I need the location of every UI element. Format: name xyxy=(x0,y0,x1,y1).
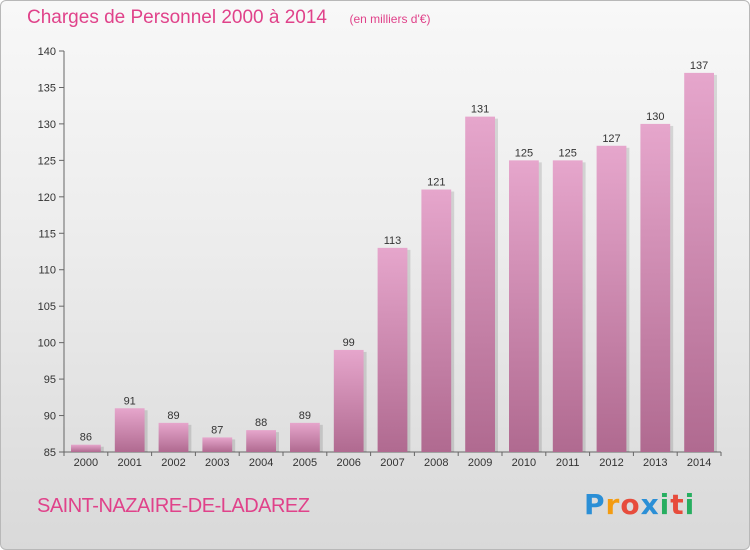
x-tick-label: 2014 xyxy=(687,457,711,469)
y-tick-label: 85 xyxy=(44,447,56,459)
x-tick-label: 2006 xyxy=(336,457,360,469)
logo-letter: i xyxy=(659,488,671,521)
y-tick-label: 90 xyxy=(44,411,56,423)
chart-subtitle: (en milliers d'€) xyxy=(349,12,431,26)
logo-letter: P xyxy=(584,488,606,521)
logo-letter: r xyxy=(605,488,621,521)
x-tick-label: 2000 xyxy=(74,457,98,469)
bar xyxy=(552,160,583,452)
bar xyxy=(465,116,495,453)
data-label: 125 xyxy=(559,147,577,159)
x-tick-label: 2002 xyxy=(161,457,185,469)
data-label: 131 xyxy=(471,104,489,116)
bar xyxy=(71,444,101,452)
commune-name: SAINT-NAZAIRE-DE-LADAREZ xyxy=(37,495,310,517)
x-tick-label: 2012 xyxy=(599,457,623,469)
bar xyxy=(290,422,320,452)
title-row: Charges de Personnel 2000 à 2014 (en mil… xyxy=(27,7,430,29)
x-tick-label: 2003 xyxy=(205,457,229,469)
data-label: 130 xyxy=(646,111,664,123)
bar xyxy=(377,247,408,452)
x-tick-label: 2011 xyxy=(556,457,580,469)
x-tick-label: 2009 xyxy=(468,457,492,469)
bars xyxy=(71,72,717,453)
y-tick-label: 125 xyxy=(38,155,56,167)
data-label: 87 xyxy=(211,424,223,436)
bar xyxy=(421,189,452,452)
x-tick-label: 2005 xyxy=(293,457,317,469)
x-tick-label: 2008 xyxy=(424,457,448,469)
data-label: 86 xyxy=(80,432,92,444)
y-tick-label: 115 xyxy=(38,228,56,240)
data-label: 89 xyxy=(167,410,179,422)
bar xyxy=(509,160,539,452)
logo-letter: x xyxy=(640,488,660,521)
bar xyxy=(596,145,627,453)
bar xyxy=(202,437,233,452)
x-tick-label: 2001 xyxy=(117,457,141,469)
x-tick-label: 2013 xyxy=(643,457,667,469)
bar xyxy=(640,123,671,452)
bar xyxy=(158,422,189,452)
data-label: 121 xyxy=(427,177,445,189)
logo-letter: t xyxy=(670,488,685,521)
data-label: 88 xyxy=(255,417,267,429)
y-tick-label: 100 xyxy=(38,338,56,350)
data-label: 89 xyxy=(299,410,311,422)
data-label: 99 xyxy=(343,337,355,349)
bar xyxy=(114,408,145,452)
y-tick-label: 95 xyxy=(44,374,56,386)
y-tick-label: 135 xyxy=(38,82,56,94)
data-label: 127 xyxy=(602,133,620,145)
bar xyxy=(684,72,714,452)
chart-title: Charges de Personnel 2000 à 2014 xyxy=(27,7,328,28)
y-tick-label: 105 xyxy=(38,301,56,313)
y-tick-label: 130 xyxy=(38,119,56,131)
x-tick-label: 2004 xyxy=(249,457,273,469)
bar xyxy=(333,349,364,452)
logo-letter: i xyxy=(684,488,696,521)
proxiti-logo[interactable]: Proxiti xyxy=(584,488,695,521)
y-tick-label: 120 xyxy=(38,192,56,204)
data-label: 91 xyxy=(124,395,136,407)
data-label: 125 xyxy=(515,147,533,159)
x-tick-label: 2007 xyxy=(380,457,404,469)
y-tick-label: 140 xyxy=(38,46,56,58)
bar xyxy=(246,430,276,452)
logo-letter: o xyxy=(620,488,641,521)
labels: 85 90 95 100 105 110 115 120 125 130 135 140 86 2000 9… xyxy=(38,46,712,469)
data-label: 113 xyxy=(384,235,402,247)
data-label: 137 xyxy=(690,60,708,72)
x-tick-label: 2010 xyxy=(512,457,536,469)
y-tick-label: 110 xyxy=(38,265,56,277)
